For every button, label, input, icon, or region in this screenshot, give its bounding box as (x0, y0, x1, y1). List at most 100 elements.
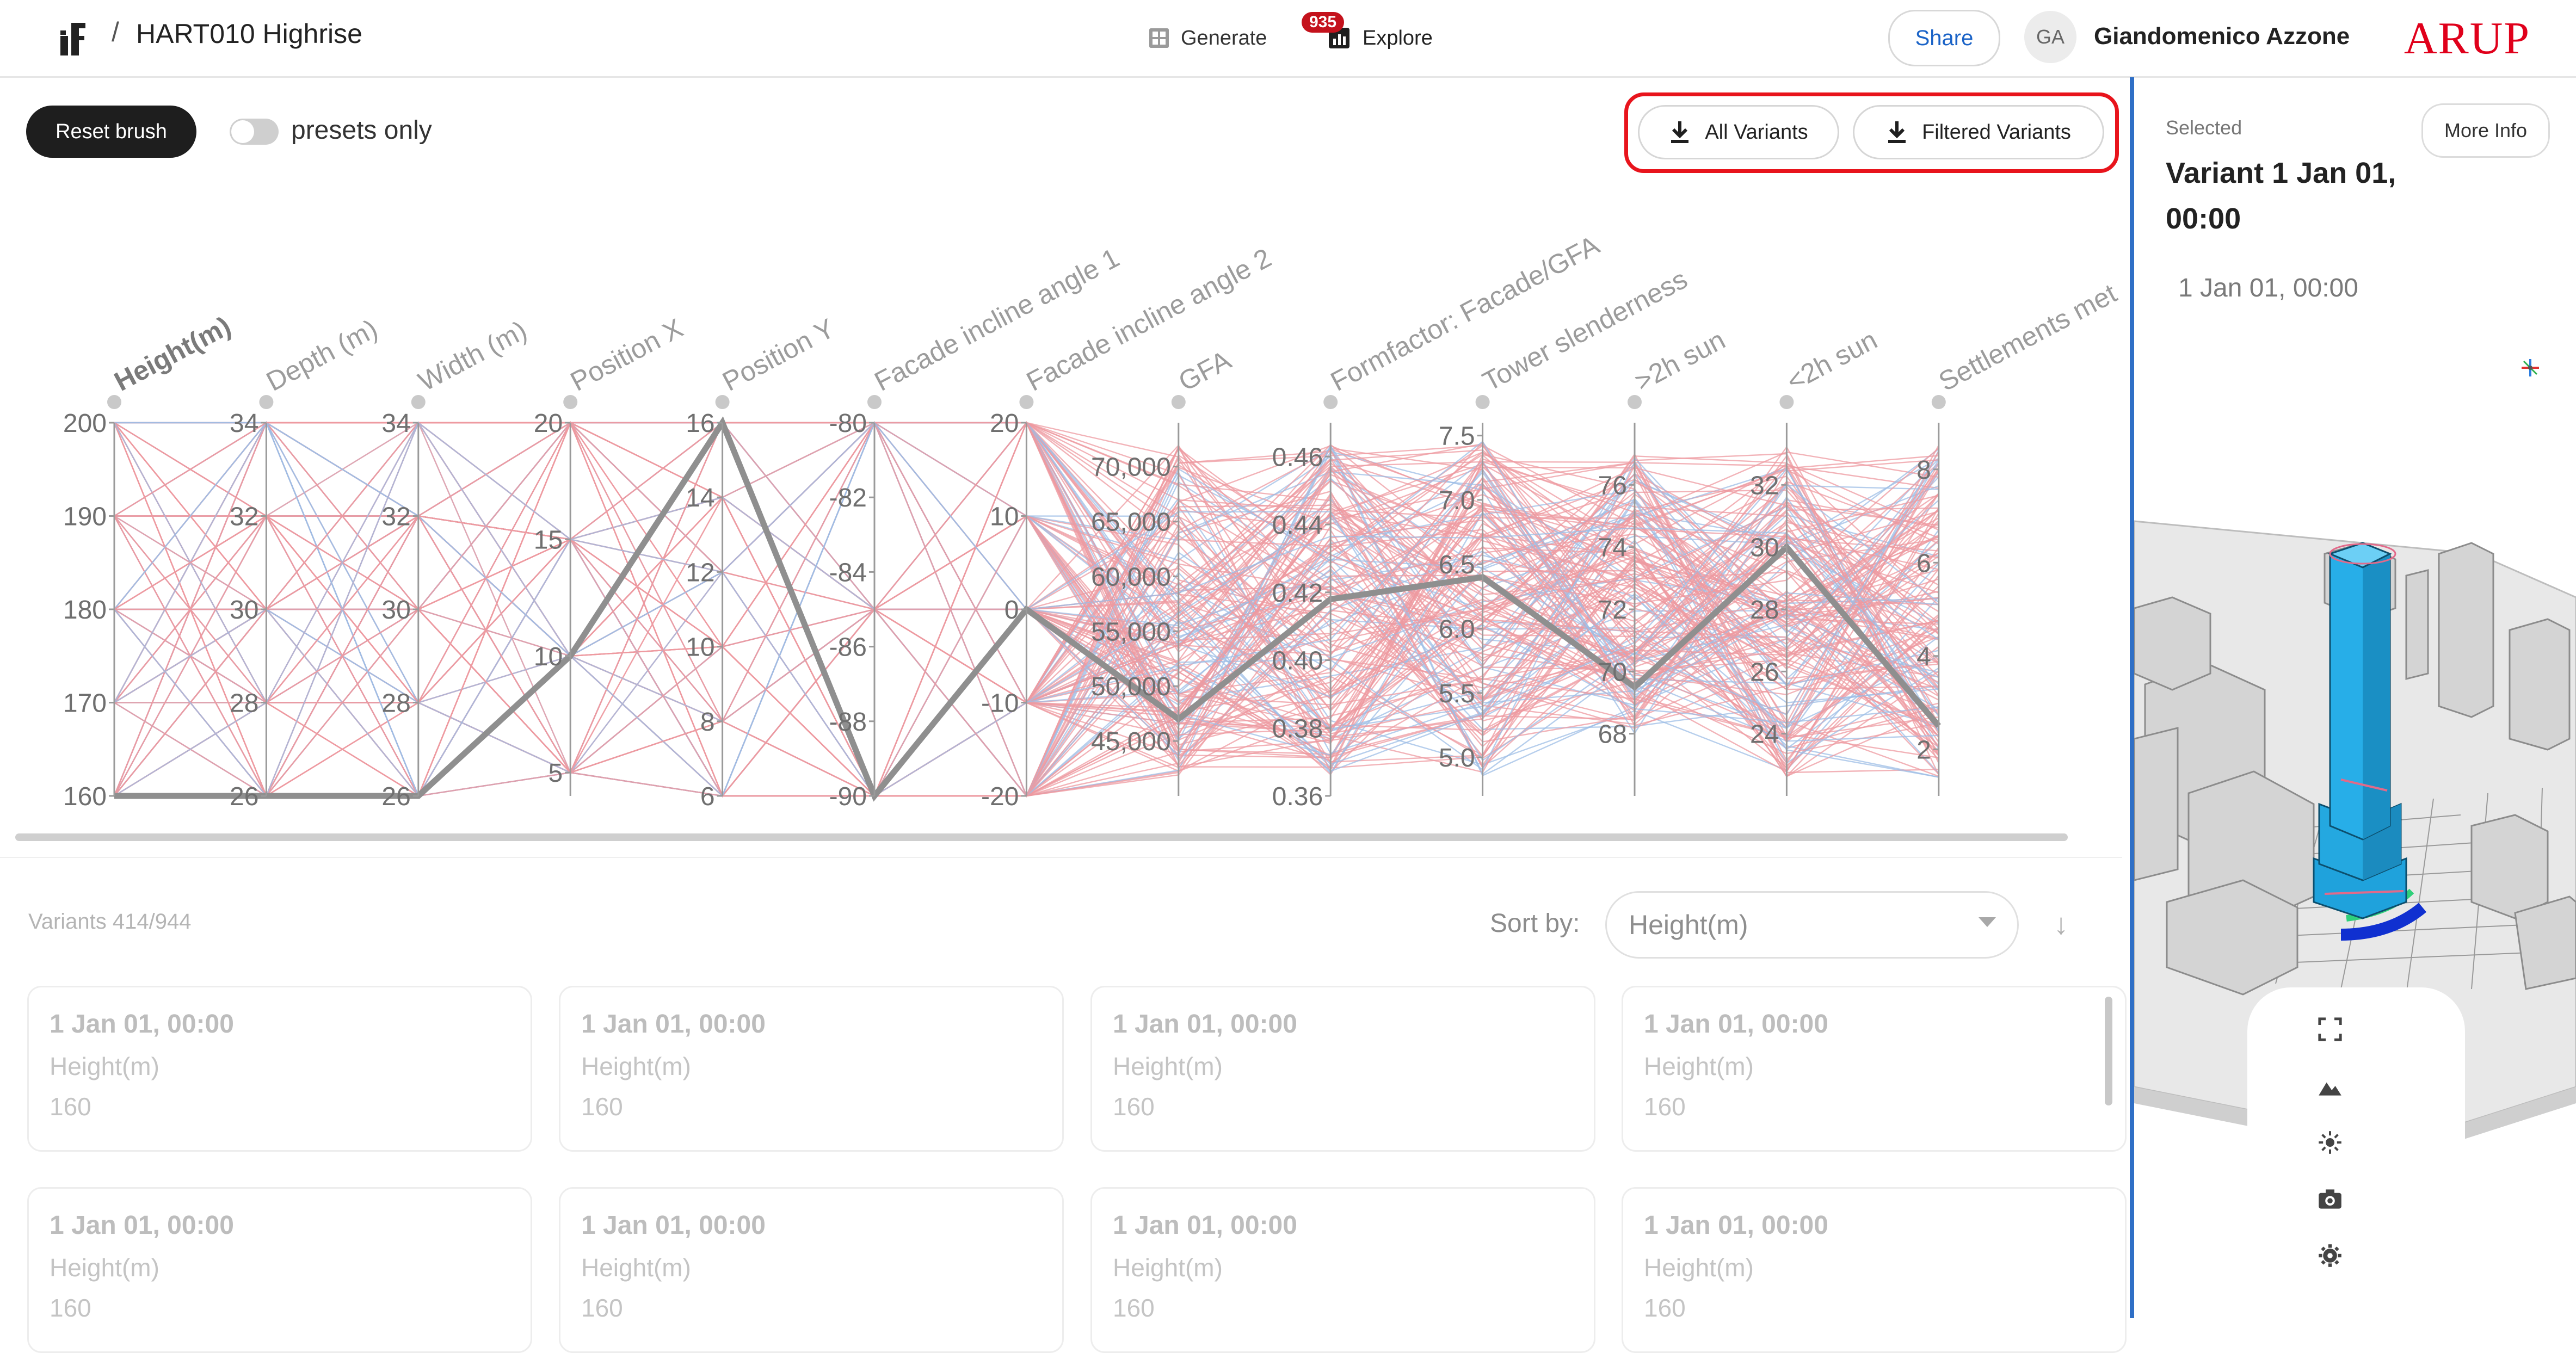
sort-direction-arrow-icon[interactable]: ↓ (2054, 908, 2068, 941)
axis-tick-label: -10 (981, 689, 1019, 718)
axis-title: Facade incline angle 2 (1021, 242, 1276, 397)
list-vertical-scrollbar[interactable] (2105, 997, 2112, 1105)
axis-tick-label: 5 (548, 759, 563, 788)
axis-tick-label: 34 (381, 409, 410, 438)
axis-tick-label: 65,000 (1091, 508, 1171, 537)
variant-card[interactable]: 1 Jan 01, 00:00 Height(m) 160 (27, 1187, 532, 1353)
app-logo-icon[interactable] (57, 20, 88, 57)
axis-tick-label: 30 (230, 596, 258, 625)
axis-tick-label: 60,000 (1091, 563, 1171, 591)
user-name[interactable]: Giandomenico Azzone (2094, 23, 2350, 50)
sort-by-label: Sort by: (1490, 909, 1580, 938)
axis-title: Depth (m) (261, 313, 383, 397)
axis-tick-label: 160 (63, 782, 107, 811)
variant-card-date: 1 Jan 01, 00:00 (581, 1010, 766, 1039)
reset-brush-button[interactable]: Reset brush (26, 106, 196, 158)
variant-card-metric: Height(m) (581, 1253, 691, 1282)
selected-label: Selected (2166, 116, 2242, 139)
camera-icon[interactable] (2314, 1183, 2346, 1215)
axis-drag-handle (1628, 395, 1642, 409)
axis-tick-label: 14 (686, 484, 714, 512)
axis-drag-handle (1931, 395, 1946, 409)
axis-tick-label: 74 (1598, 534, 1627, 563)
presets-only-label: presets only (291, 116, 432, 145)
axis-tick-label: 50,000 (1091, 672, 1171, 701)
toggle-knob (231, 120, 254, 143)
variant-card-date: 1 Jan 01, 00:00 (1113, 1211, 1297, 1240)
project-title[interactable]: HART010 Highrise (136, 18, 362, 49)
axis-tick-label: 10 (990, 503, 1019, 532)
axis-tick-label: 6 (700, 782, 715, 811)
variant-card-metric: Height(m) (1113, 1253, 1223, 1282)
axis-tick-label: 68 (1598, 720, 1627, 749)
axis-tick-label: 0.44 (1272, 511, 1323, 540)
axis-tick-label: 180 (63, 596, 107, 625)
user-avatar[interactable]: GA (2024, 11, 2076, 63)
fullscreen-icon[interactable] (2314, 1013, 2346, 1046)
axis-tick-label: 8 (1916, 456, 1931, 485)
download-all-variants-button[interactable]: All Variants (1638, 105, 1839, 159)
variant-card[interactable]: 1 Jan 01, 00:00 Height(m) 160 (1622, 986, 2127, 1152)
terrain-icon[interactable] (2314, 1070, 2346, 1102)
3d-viewer[interactable] (2134, 325, 2576, 1318)
nav-generate[interactable]: Generate (1148, 22, 1267, 54)
axis-tick-label: 0.36 (1272, 782, 1323, 811)
variant-card-metric: Height(m) (50, 1253, 159, 1282)
axis-tick-label: -88 (829, 708, 867, 737)
axis-tick-label: 20 (990, 409, 1019, 438)
axis-tick-label: 2 (1916, 736, 1931, 764)
axis-tick-label: -20 (981, 782, 1019, 811)
axis-drag-handle (1171, 395, 1186, 409)
variant-card[interactable]: 1 Jan 01, 00:00 Height(m) 160 (1622, 1187, 2127, 1353)
variant-card-metric: Height(m) (581, 1052, 691, 1080)
nav-explore-label: Explore (1363, 26, 1433, 50)
compass-icon[interactable] (2519, 357, 2541, 379)
axis-tick-label: -84 (829, 558, 867, 587)
variant-card[interactable]: 1 Jan 01, 00:00 Height(m) 160 (27, 986, 532, 1152)
share-button[interactable]: Share (1888, 10, 2000, 66)
sun-icon[interactable] (2314, 1126, 2346, 1159)
variant-card-date: 1 Jan 01, 00:00 (1644, 1211, 1828, 1240)
axis-tick-label: 28 (1750, 596, 1779, 625)
axis-tick-label: 70,000 (1091, 453, 1171, 482)
more-info-button[interactable]: More Info (2421, 103, 2550, 158)
axis-title: Settlements met (1934, 278, 2122, 397)
variant-card-date: 1 Jan 01, 00:00 (1644, 1010, 1828, 1039)
variant-card[interactable]: 1 Jan 01, 00:00 Height(m) 160 (1090, 986, 1595, 1152)
nav-explore[interactable]: Explore (1328, 22, 1433, 54)
sort-by-select[interactable]: Height(m) (1605, 891, 2019, 959)
axis-tick-label: 32 (381, 503, 410, 532)
axis-tick-label: 6.5 (1439, 551, 1475, 579)
breadcrumb-separator: / (112, 17, 119, 47)
variant-card-date: 1 Jan 01, 00:00 (1113, 1010, 1297, 1039)
variant-card[interactable]: 1 Jan 01, 00:00 Height(m) 160 (559, 1187, 1064, 1353)
variant-card[interactable]: 1 Jan 01, 00:00 Height(m) 160 (559, 986, 1064, 1152)
chart-horizontal-scrollbar[interactable] (15, 833, 2068, 841)
panel-divider[interactable] (2130, 77, 2134, 1318)
viewer-toolbar (2247, 987, 2465, 1325)
variant-card-metric: Height(m) (50, 1052, 159, 1080)
variant-card-metric: Height(m) (1644, 1052, 1754, 1080)
axis-tick-label: 72 (1598, 596, 1627, 625)
variant-card-value: 160 (1113, 1092, 1155, 1121)
download-filtered-variants-button[interactable]: Filtered Variants (1853, 105, 2104, 159)
axis-tick-label: 45,000 (1091, 727, 1171, 756)
explore-count-badge: 935 (1302, 12, 1345, 33)
grid-icon (1149, 28, 1169, 48)
axis-tick-label: 30 (1750, 534, 1779, 563)
list-divider (0, 857, 2122, 858)
axis-tick-label: 55,000 (1091, 617, 1171, 646)
variant-card[interactable]: 1 Jan 01, 00:00 Height(m) 160 (1090, 1187, 1595, 1353)
axis-tick-label: 6.0 (1439, 615, 1475, 644)
axis-tick-label: 200 (63, 409, 107, 438)
axis-tick-label: 26 (230, 782, 258, 811)
axis-tick-label: 0.46 (1272, 443, 1323, 472)
gear-icon[interactable] (2314, 1239, 2346, 1272)
download-filtered-label: Filtered Variants (1922, 120, 2071, 144)
axis-title: >2h sun (1630, 324, 1730, 397)
axis-tick-label: 10 (686, 633, 714, 662)
axis-drag-handle (1323, 395, 1338, 409)
brand-logo: ARUP (2404, 13, 2531, 64)
axis-tick-label: 30 (381, 596, 410, 625)
